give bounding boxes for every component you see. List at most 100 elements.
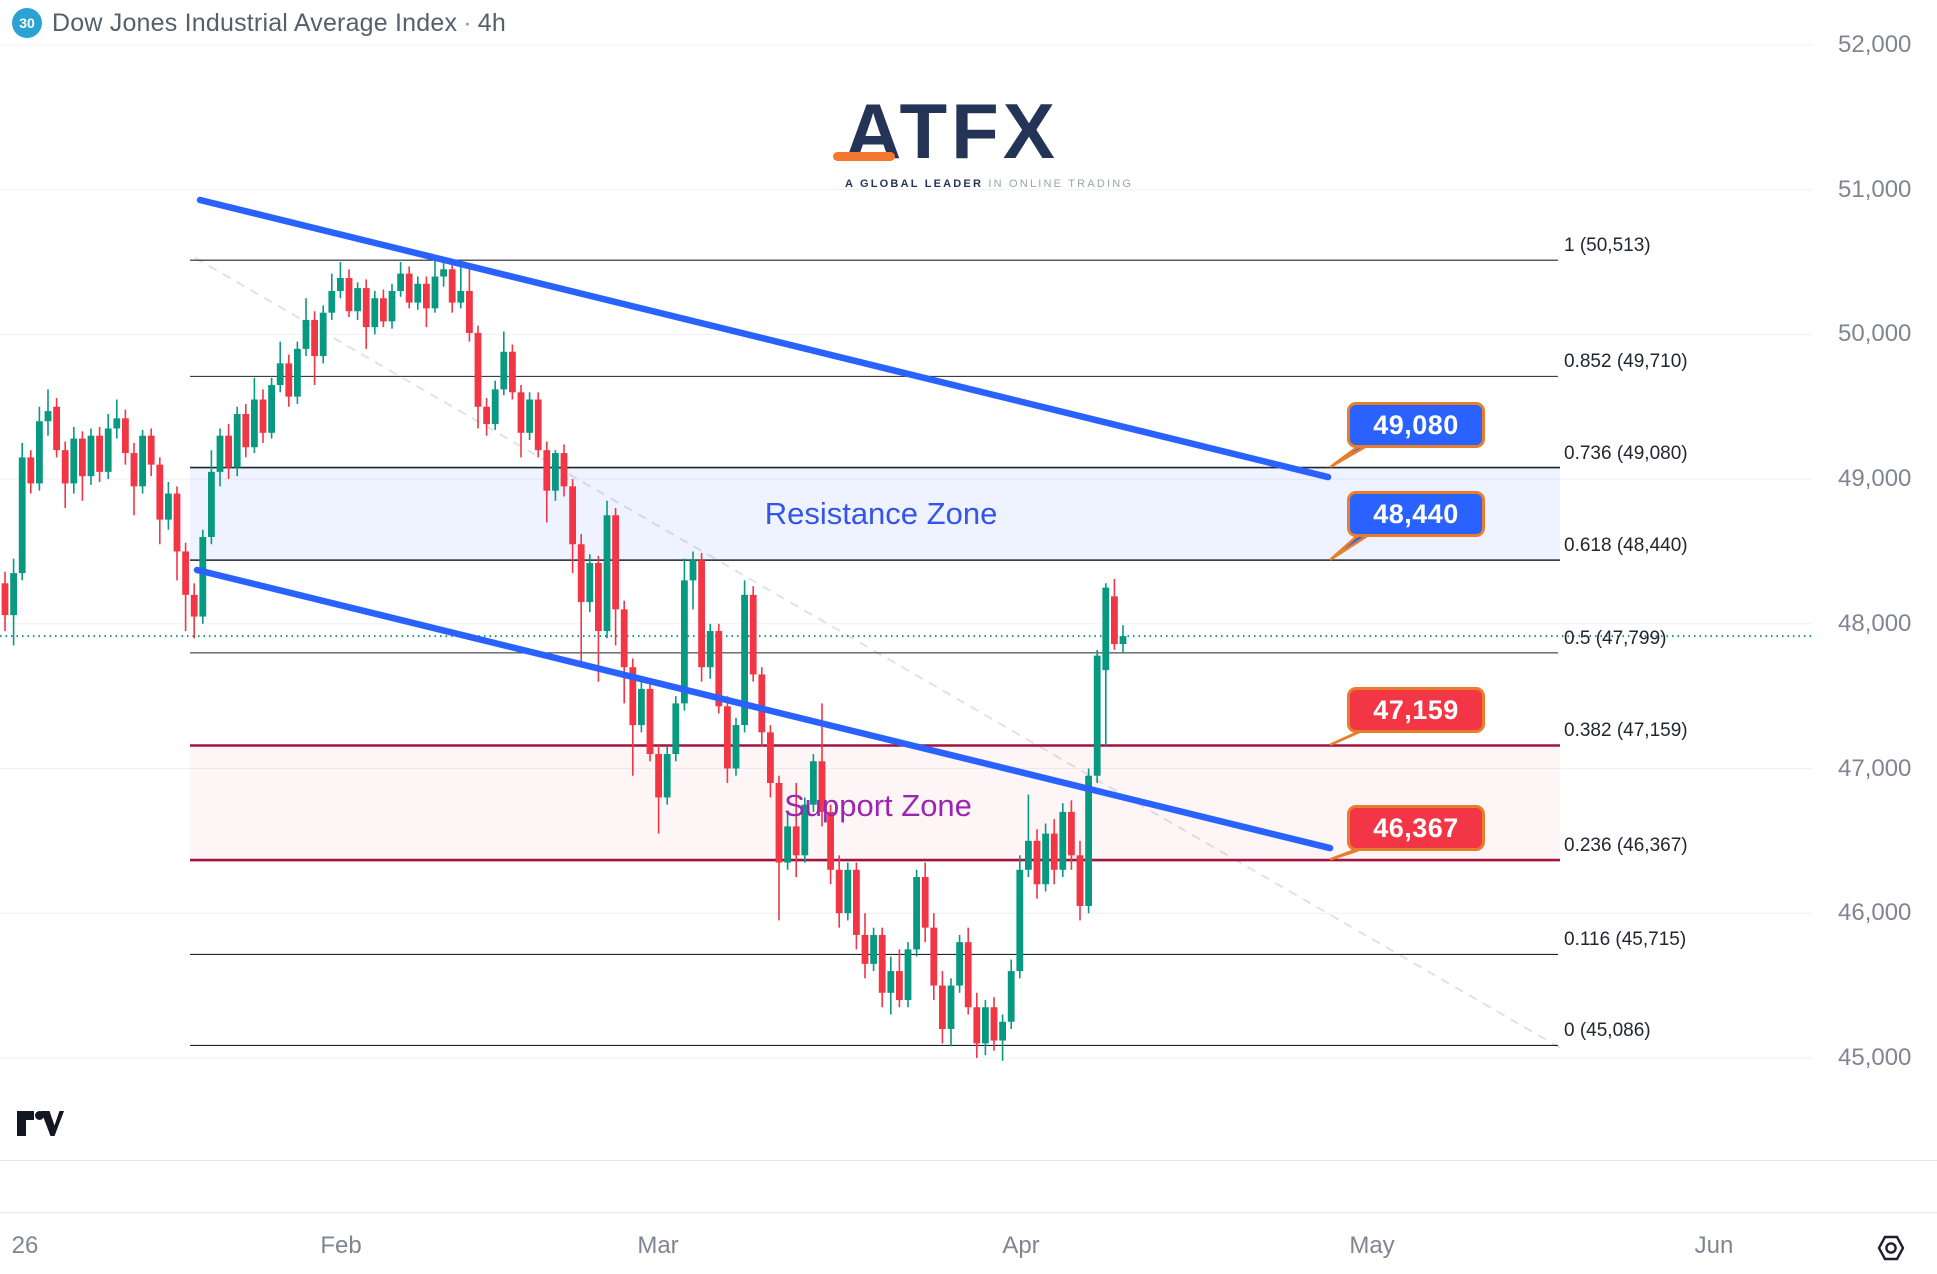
fib-level-label-0.116: 0.116 (45,715) [1564,929,1687,951]
time-axis-label[interactable]: Feb [320,1232,362,1259]
candle [362,279,370,349]
tradingview-logo[interactable] [16,1110,64,1140]
candle [827,804,834,885]
support-zone[interactable] [190,745,1560,861]
price-tick-label: 47,000 [1838,754,1912,782]
price-callout-48440[interactable]: 48,440 [1347,491,1485,537]
time-axis-label[interactable]: Jun [1694,1232,1734,1259]
candle [620,600,628,704]
candle [964,927,972,1015]
candle [53,398,60,458]
candle [474,325,482,429]
candle [1119,625,1127,653]
candle [603,500,611,639]
candle [741,580,748,733]
candle [380,289,387,328]
price-callout-46367[interactable]: 46,367 [1347,805,1485,851]
candle [543,441,551,523]
candle [1085,768,1092,914]
gear-icon[interactable] [1876,1234,1906,1262]
atfx-watermark: ATFX A GLOBAL LEADER IN ONLINE TRADING [833,92,1131,190]
candle [792,782,800,878]
candle [448,260,456,313]
candle [672,696,680,762]
price-callout-47159[interactable]: 47,159 [1347,687,1485,733]
candle [328,273,336,320]
candle [509,344,516,400]
candle [388,283,396,329]
candle [242,403,250,458]
candle [689,551,697,610]
candle [491,380,499,430]
candle [638,681,645,733]
candle [96,427,103,482]
candle [139,429,146,494]
price-tick-label: 48,000 [1838,609,1912,637]
candle [104,413,112,480]
candle [775,775,783,921]
symbol-legend[interactable]: 30 Dow Jones Industrial Average Index · 4h [12,8,506,38]
price-callout-49080[interactable]: 49,080 [1347,402,1485,448]
candle [1059,803,1067,878]
candle [208,450,215,545]
time-axis-label[interactable]: Apr [1002,1232,1040,1259]
candle [586,554,594,613]
candle [113,399,121,439]
time-axis-label[interactable]: Mar [637,1232,679,1259]
candle [405,266,413,309]
candle [79,431,86,501]
candle [423,276,430,328]
candle [560,444,568,497]
candle [457,266,465,309]
candle [10,558,17,646]
time-axis-separator[interactable] [0,1212,1937,1213]
candle [810,754,817,812]
candle [999,1014,1006,1061]
candle [655,745,662,834]
candle [466,266,473,342]
candle [844,862,852,921]
candle [921,862,929,943]
candle [595,555,602,682]
candle [431,260,439,313]
candle [732,717,740,776]
price-tick-label: 45,000 [1838,1043,1912,1071]
candle [973,992,981,1058]
candle [319,305,327,364]
candle [87,428,95,485]
candle [956,934,963,993]
candle [251,377,258,454]
candle [1050,819,1058,885]
fib-level-label-1: 1 (50,513) [1564,235,1651,257]
fib-level-label-0.618: 0.618 (48,440) [1564,535,1688,557]
atfx-tagline: A GLOBAL LEADER IN ONLINE TRADING [845,178,1131,190]
candle [835,855,843,928]
candle [801,797,809,863]
candle [268,377,275,439]
candle [147,428,155,477]
legend-separator: · [463,8,472,37]
candle [190,583,198,639]
time-axis-label[interactable]: 26 [11,1232,39,1259]
candle [397,262,404,297]
candle [259,389,267,443]
candle [1076,840,1084,921]
candle [681,558,688,711]
atfx-logo-orange-bar [833,152,895,161]
channel-upper[interactable] [196,196,1332,481]
candle [216,428,224,487]
price-tick-label: 46,000 [1838,899,1912,927]
candle [878,927,886,1008]
price-tick-label: 49,000 [1838,465,1912,493]
time-axis-label[interactable]: May [1349,1232,1395,1259]
pane-separator[interactable] [0,1160,1937,1161]
candle [285,354,293,407]
candle [18,442,26,581]
resistance-zone[interactable] [190,467,1560,561]
candle [724,696,731,783]
candle [294,341,301,404]
candle [706,623,714,679]
candle [646,681,654,762]
channel-lower[interactable] [193,566,1334,852]
